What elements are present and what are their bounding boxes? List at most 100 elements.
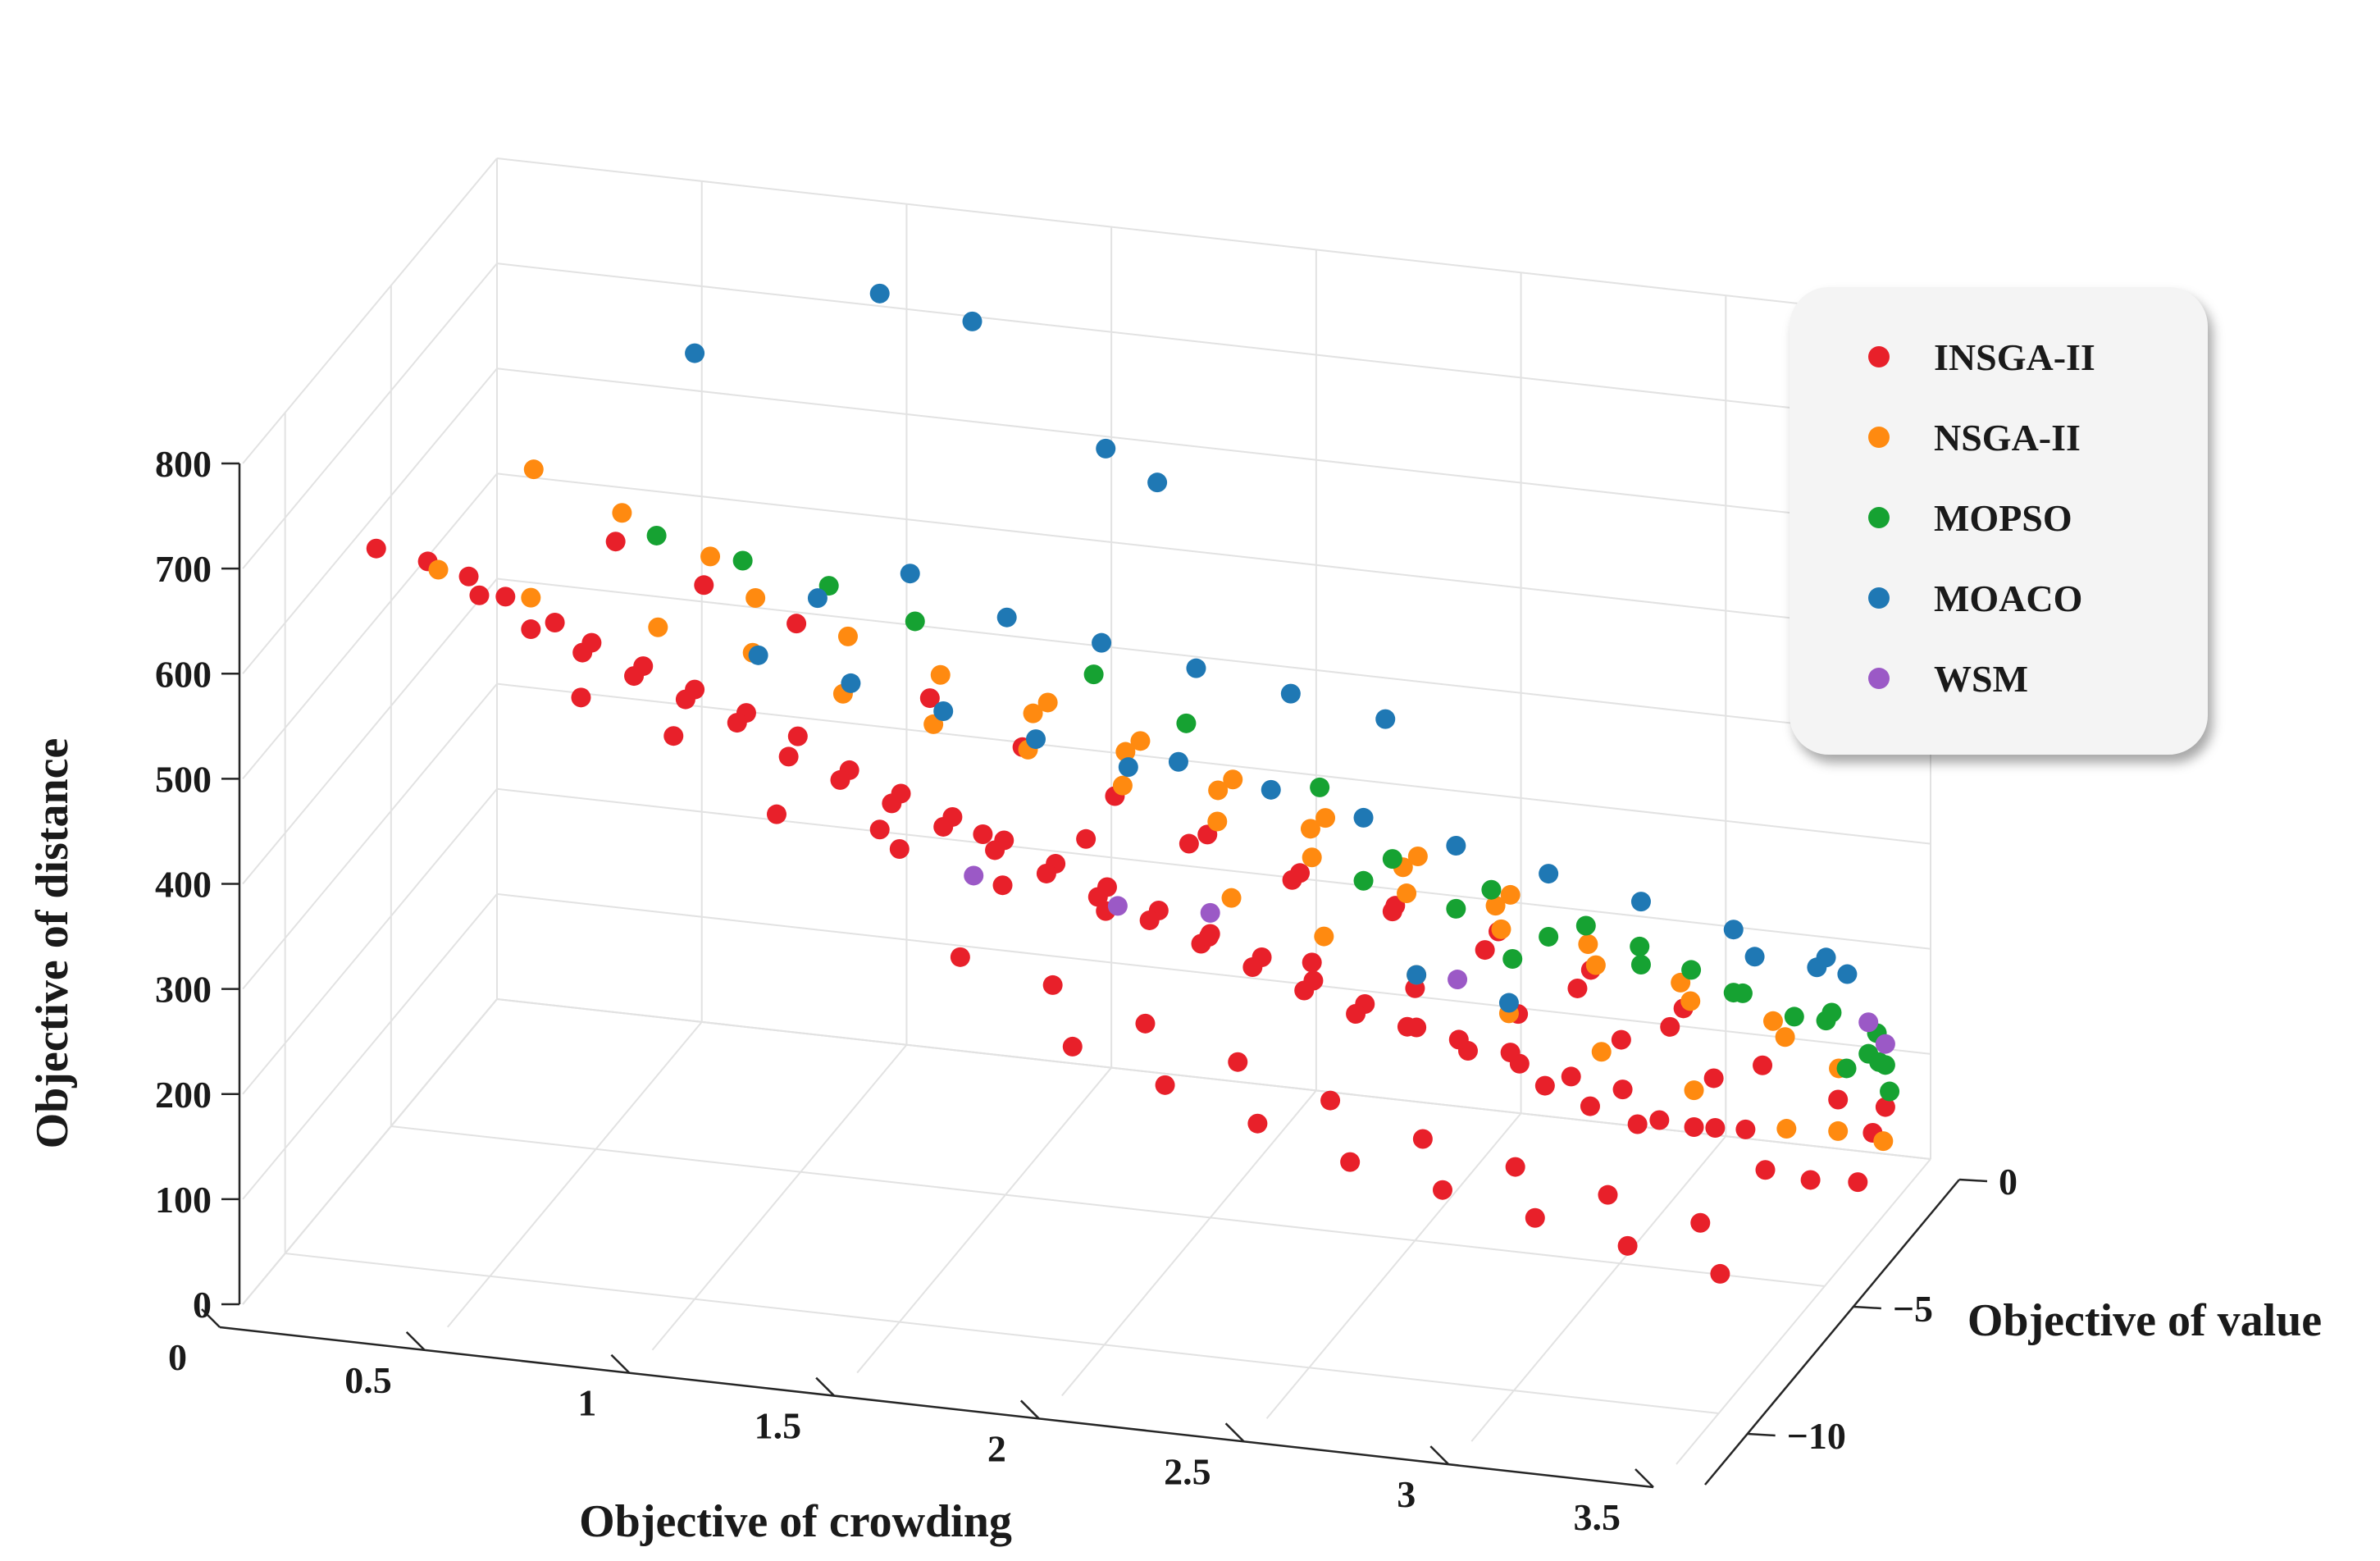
y-tick [1853,1305,1881,1310]
data-point-nsga-ii [1585,955,1606,975]
data-point-insga-ii [1448,1029,1469,1050]
data-point-insga-ii [1228,1052,1248,1072]
data-point-nsga-ii [1130,731,1151,751]
data-point-insga-ii [1505,1157,1525,1177]
data-point-insga-ii [1062,1036,1083,1057]
y-tick-label: −5 [1893,1288,1933,1330]
data-point-moaco [1147,472,1168,493]
data-point-insga-ii [889,839,910,860]
legend-item: MOPSO [1868,493,2072,542]
data-point-moaco [1096,438,1116,459]
data-point-nsga-ii [1397,883,1417,904]
x-tick [1635,1468,1654,1488]
data-point-nsga-ii [1684,1080,1704,1101]
data-point-nsga-ii [1314,926,1334,947]
data-point-insga-ii [1198,927,1219,947]
data-point-nsga-ii [1112,775,1133,796]
data-point-insga-ii [787,726,808,746]
grid-line [496,367,1931,530]
z-tick-label: 300 [155,969,212,1011]
data-point-wsm [964,865,984,886]
data-point-insga-ii [1036,863,1056,883]
data-point-nsga-ii [1591,1042,1612,1062]
data-point-nsga-ii [745,587,766,608]
data-point-moaco [1744,947,1765,967]
data-point-insga-ii [973,824,993,845]
grid-line [496,472,1931,635]
data-point-insga-ii [1247,1113,1268,1134]
data-point-mopso [905,611,925,632]
grid-line [496,892,1931,1055]
data-point-mopso [1681,960,1702,980]
grid-line [496,682,1931,845]
data-point-moaco [1807,957,1827,978]
data-point-insga-ii [1242,956,1263,977]
data-point-nsga-ii [1221,888,1242,908]
data-point-moaco [1186,658,1206,678]
data-point-insga-ii [1320,1090,1341,1111]
data-point-moaco [996,607,1017,628]
data-point-moaco [1630,892,1651,912]
data-point-nsga-ii [1680,991,1701,1011]
data-point-nsga-ii [1037,692,1058,713]
data-point-insga-ii [1346,1004,1366,1025]
data-point-wsm [1107,896,1128,916]
data-point-insga-ii [1617,1235,1638,1256]
data-point-mopso [1310,777,1330,797]
data-point-nsga-ii [1485,896,1506,916]
data-point-insga-ii [1875,1097,1895,1117]
data-point-insga-ii [1534,1075,1555,1096]
legend-label: INSGA-II [1934,335,2095,378]
grid-line [242,788,498,1095]
data-point-insga-ii [1705,1118,1726,1139]
data-point-moaco [1837,964,1858,984]
data-point-insga-ii [1710,1263,1730,1284]
grid-line [242,998,498,1305]
data-point-mopso [1630,936,1650,956]
data-point-insga-ii [571,687,591,708]
data-point-moaco [1539,864,1559,884]
data-point-moaco [1026,729,1046,750]
data-point-nsga-ii [1578,934,1598,955]
data-point-insga-ii [1475,940,1495,961]
data-point-mopso [1083,664,1104,685]
x-tick-label: 0 [168,1336,187,1378]
z-tick-label: 600 [155,653,212,695]
legend-label: NSGA-II [1934,416,2081,459]
data-point-moaco [1280,683,1301,704]
grid-line [496,577,1931,740]
data-point-nsga-ii [521,587,541,608]
z-tick-label: 500 [155,758,212,800]
legend: INSGA-II NSGA-II MOPSO MOACO WSM [1790,287,2208,755]
data-point-insga-ii [1500,1043,1521,1063]
data-point-nsga-ii [700,546,721,567]
data-point-moaco [1498,993,1519,1013]
legend-marker [1868,587,1890,609]
data-point-nsga-ii [1828,1121,1849,1141]
data-point-mopso [1784,1006,1804,1027]
data-point-mopso [1880,1081,1900,1102]
data-point-insga-ii [1684,1116,1704,1137]
data-point-moaco [869,283,890,304]
data-point-moaco [748,645,768,665]
data-point-insga-ii [1179,833,1199,854]
data-point-mopso [1502,949,1523,970]
y-axis-label: Objective of value [1967,1295,2322,1346]
x-tick-label: 1.5 [755,1405,802,1447]
data-point-insga-ii [1139,910,1160,930]
data-point-nsga-ii [612,503,632,523]
grid-line [1470,1135,1727,1442]
data-point-mopso [1630,955,1651,975]
grid-line [390,1125,1825,1287]
data-point-nsga-ii [1775,1027,1795,1048]
data-point-nsga-ii [1491,919,1511,939]
data-point-moaco [1446,835,1466,856]
data-point-moaco [1353,807,1374,828]
legend-item: INSGA-II [1868,332,2095,381]
data-point-insga-ii [1397,1016,1417,1037]
data-point-insga-ii [1302,952,1322,973]
legend-label: MOACO [1934,577,2083,619]
z-tick-label: 700 [155,548,212,590]
x-tick-label: 2 [987,1427,1006,1469]
data-point-insga-ii [675,689,695,710]
